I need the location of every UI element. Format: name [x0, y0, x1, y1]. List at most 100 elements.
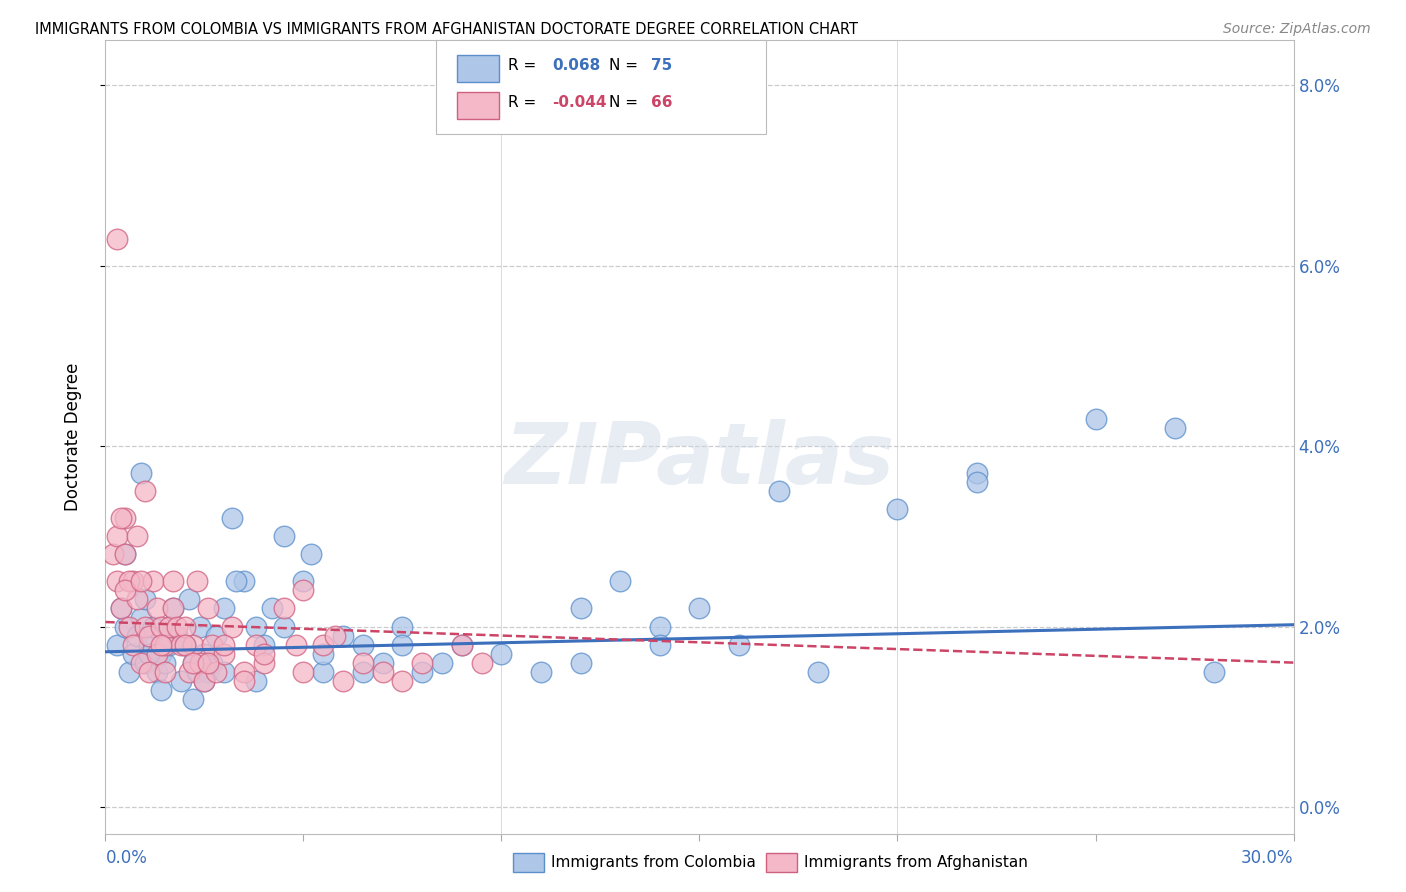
- Point: [292, 583, 315, 598]
- Text: R =: R =: [508, 58, 536, 72]
- Point: [886, 502, 908, 516]
- Point: [371, 665, 394, 679]
- Point: [1084, 412, 1107, 426]
- Point: [138, 665, 160, 679]
- Point: [214, 601, 236, 615]
- Point: [253, 656, 276, 670]
- Point: [177, 592, 200, 607]
- Point: [352, 656, 374, 670]
- Point: [186, 665, 208, 679]
- Point: [105, 232, 128, 246]
- Point: [105, 529, 128, 543]
- Point: [138, 647, 160, 661]
- Point: [391, 673, 413, 688]
- Point: [166, 619, 188, 633]
- Point: [260, 601, 283, 615]
- Point: [166, 628, 188, 642]
- Point: [569, 601, 592, 615]
- Point: [138, 628, 160, 642]
- Text: R =: R =: [508, 95, 536, 110]
- Point: [371, 656, 394, 670]
- Point: [391, 638, 413, 652]
- Point: [205, 665, 228, 679]
- Point: [149, 682, 172, 697]
- Point: [193, 647, 215, 661]
- Point: [138, 638, 160, 652]
- Point: [471, 656, 494, 670]
- Point: [768, 484, 790, 499]
- Point: [129, 466, 152, 480]
- Point: [689, 601, 711, 615]
- Point: [201, 656, 224, 670]
- Point: [162, 601, 184, 615]
- Point: [352, 638, 374, 652]
- Point: [197, 601, 219, 615]
- Point: [569, 656, 592, 670]
- Point: [127, 592, 149, 607]
- Point: [118, 665, 141, 679]
- Point: [146, 647, 169, 661]
- Point: [530, 665, 553, 679]
- Point: [162, 574, 184, 589]
- Point: [127, 529, 149, 543]
- Point: [146, 601, 169, 615]
- Point: [214, 638, 236, 652]
- Point: [173, 638, 195, 652]
- Point: [966, 475, 988, 490]
- Point: [233, 673, 256, 688]
- Text: ZIPatlas: ZIPatlas: [505, 419, 894, 502]
- Point: [118, 574, 141, 589]
- Point: [186, 574, 208, 589]
- Point: [129, 610, 152, 624]
- Point: [352, 665, 374, 679]
- Point: [966, 466, 988, 480]
- Point: [292, 574, 315, 589]
- Point: [114, 547, 136, 561]
- Point: [205, 628, 228, 642]
- Point: [609, 574, 631, 589]
- Point: [149, 638, 172, 652]
- Point: [273, 601, 295, 615]
- Point: [162, 601, 184, 615]
- Point: [177, 665, 200, 679]
- Point: [411, 656, 433, 670]
- Point: [197, 665, 219, 679]
- Point: [122, 574, 145, 589]
- Point: [245, 673, 267, 688]
- Point: [114, 547, 136, 561]
- Point: [181, 638, 204, 652]
- Point: [332, 628, 354, 642]
- Point: [193, 673, 215, 688]
- Point: [1164, 421, 1187, 435]
- Point: [312, 665, 335, 679]
- Point: [197, 656, 219, 670]
- Point: [323, 628, 346, 642]
- Point: [245, 619, 267, 633]
- Text: 0.068: 0.068: [553, 58, 600, 72]
- Text: Immigrants from Colombia: Immigrants from Colombia: [551, 855, 756, 870]
- Point: [233, 665, 256, 679]
- Point: [153, 656, 176, 670]
- Point: [157, 619, 180, 633]
- Point: [173, 638, 195, 652]
- Text: N =: N =: [609, 58, 638, 72]
- Point: [142, 574, 165, 589]
- Text: 75: 75: [651, 58, 672, 72]
- Point: [273, 619, 295, 633]
- Point: [284, 638, 307, 652]
- Point: [157, 619, 180, 633]
- Point: [312, 647, 335, 661]
- Point: [127, 628, 149, 642]
- Point: [1204, 665, 1226, 679]
- Point: [807, 665, 830, 679]
- Text: N =: N =: [609, 95, 638, 110]
- Point: [193, 673, 215, 688]
- Text: IMMIGRANTS FROM COLOMBIA VS IMMIGRANTS FROM AFGHANISTAN DOCTORATE DEGREE CORRELA: IMMIGRANTS FROM COLOMBIA VS IMMIGRANTS F…: [35, 22, 858, 37]
- Point: [430, 656, 453, 670]
- Point: [332, 673, 354, 688]
- Point: [157, 638, 180, 652]
- Point: [122, 647, 145, 661]
- Point: [450, 638, 472, 652]
- Point: [114, 583, 136, 598]
- Point: [173, 619, 195, 633]
